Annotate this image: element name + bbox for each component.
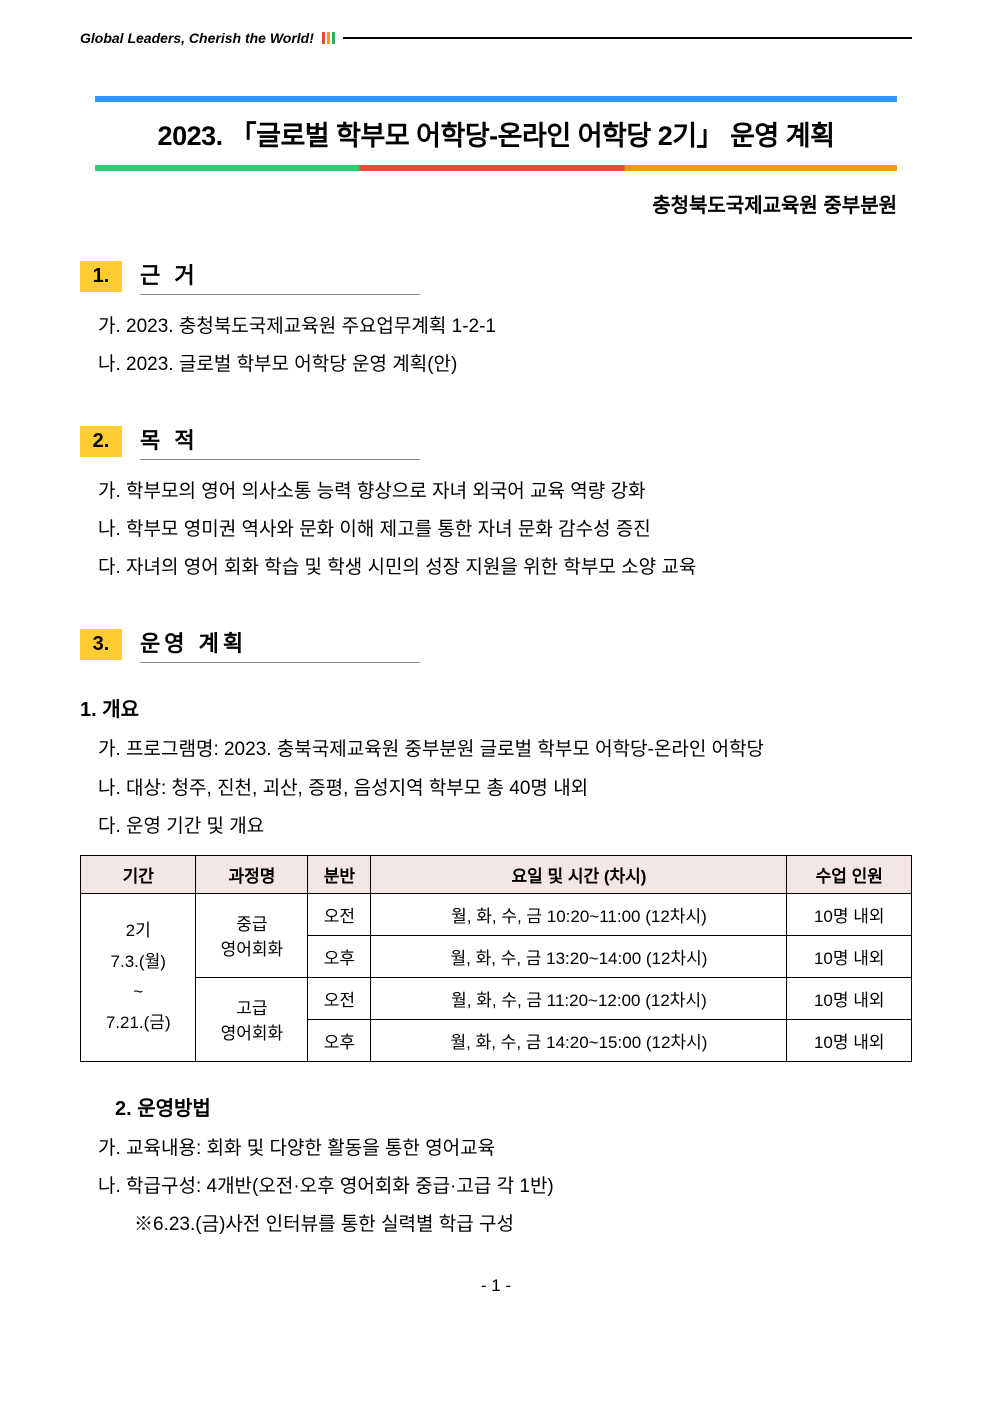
section-3-title: 운영 계획 — [140, 626, 420, 663]
section-2-header: 2. 목 적 — [80, 423, 912, 460]
header-rule — [343, 37, 912, 39]
period-line-1: 7.3.(월) — [85, 947, 191, 978]
sub2-item-1: 나. 학급구성: 4개반(오전·오후 영어회화 중급·고급 각 1반) — [98, 1169, 912, 1205]
time-cell: 월, 화, 수, 금 13:20~14:00 (12차시) — [371, 935, 787, 977]
sub2-heading: 2. 운영방법 — [115, 1092, 912, 1121]
s1-item-1: 나. 2023. 글로벌 학부모 어학당 운영 계획(안) — [98, 347, 912, 383]
section-1-title: 근 거 — [140, 258, 420, 295]
table-row: 고급영어회화 오전 월, 화, 수, 금 11:20~12:00 (12차시) … — [81, 977, 912, 1019]
bar-orange — [327, 32, 330, 44]
section-1-body: 가. 2023. 충청북도국제교육원 주요업무계획 1-2-1 나. 2023.… — [98, 309, 912, 383]
s2-item-0: 가. 학부모의 영어 의사소통 능력 향상으로 자녀 외국어 교육 역량 강화 — [98, 474, 912, 510]
sub1-item-1: 나. 대상: 청주, 진천, 괴산, 증평, 음성지역 학부모 총 40명 내외 — [98, 771, 912, 807]
cap-cell: 10명 내외 — [787, 893, 912, 935]
s2-item-2: 다. 자녀의 영어 회화 학습 및 학생 시민의 성장 지원을 위한 학부모 소… — [98, 550, 912, 586]
page-header: Global Leaders, Cherish the World! — [80, 30, 912, 46]
slot-cell: 오전 — [308, 977, 371, 1019]
slot-cell: 오전 — [308, 893, 371, 935]
sub2-item-0: 가. 교육내용: 회화 및 다양한 활동을 통한 영어교육 — [98, 1131, 912, 1167]
period-line-3: 7.21.(금) — [85, 1008, 191, 1039]
course-cell-1: 고급영어회화 — [196, 977, 308, 1061]
title-top-bar — [95, 96, 897, 102]
time-cell: 월, 화, 수, 금 10:20~11:00 (12차시) — [371, 893, 787, 935]
s1-item-0: 가. 2023. 충청북도국제교육원 주요업무계획 1-2-1 — [98, 309, 912, 345]
title-block: 2023. 「글로벌 학부모 어학당-온라인 어학당 2기」 운영 계획 — [80, 96, 912, 171]
th-cap: 수업 인원 — [787, 855, 912, 893]
course-cell-0: 중급영어회화 — [196, 893, 308, 977]
period-line-0: 2기 — [85, 916, 191, 947]
section-2-body: 가. 학부모의 영어 의사소통 능력 향상으로 자녀 외국어 교육 역량 강화 … — [98, 474, 912, 586]
schedule-table: 기간 과정명 분반 요일 및 시간 (차시) 수업 인원 2기 7.3.(월) … — [80, 855, 912, 1062]
sub1-item-2: 다. 운영 기간 및 개요 — [98, 809, 912, 845]
header-slogan: Global Leaders, Cherish the World! — [80, 30, 314, 46]
cap-cell: 10명 내외 — [787, 935, 912, 977]
section-2-number: 2. — [80, 426, 122, 457]
section-1-number: 1. — [80, 261, 122, 292]
th-time: 요일 및 시간 (차시) — [371, 855, 787, 893]
cap-cell: 10명 내외 — [787, 977, 912, 1019]
bar-green — [332, 32, 335, 44]
period-line-2: ~ — [85, 977, 191, 1008]
table-row: 2기 7.3.(월) ~ 7.21.(금) 중급영어회화 오전 월, 화, 수,… — [81, 893, 912, 935]
sub2-note: ※6.23.(금)사전 인터뷰를 통한 실력별 학급 구성 — [134, 1209, 912, 1236]
sub1-item-0: 가. 프로그램명: 2023. 충북국제교육원 중부분원 글로벌 학부모 어학당… — [98, 732, 912, 768]
page-number: - 1 - — [80, 1276, 912, 1296]
sub1-body: 가. 프로그램명: 2023. 충북국제교육원 중부분원 글로벌 학부모 어학당… — [98, 732, 912, 844]
bar-red — [322, 32, 325, 44]
th-course: 과정명 — [196, 855, 308, 893]
subtitle: 충청북도국제교육원 중부분원 — [80, 189, 897, 218]
section-2-title: 목 적 — [140, 423, 420, 460]
slot-cell: 오후 — [308, 935, 371, 977]
s2-item-1: 나. 학부모 영미권 역사와 문화 이해 제고를 통한 자녀 문화 감수성 증진 — [98, 512, 912, 548]
main-title: 2023. 「글로벌 학부모 어학당-온라인 어학당 2기」 운영 계획 — [80, 114, 912, 153]
slot-cell: 오후 — [308, 1019, 371, 1061]
header-color-bars — [322, 32, 335, 44]
period-cell: 2기 7.3.(월) ~ 7.21.(금) — [81, 893, 196, 1061]
section-1-header: 1. 근 거 — [80, 258, 912, 295]
title-bottom-bar — [95, 165, 897, 171]
time-cell: 월, 화, 수, 금 11:20~12:00 (12차시) — [371, 977, 787, 1019]
sub1-heading: 1. 개요 — [80, 693, 912, 722]
section-3-header: 3. 운영 계획 — [80, 626, 912, 663]
th-slot: 분반 — [308, 855, 371, 893]
cap-cell: 10명 내외 — [787, 1019, 912, 1061]
table-header-row: 기간 과정명 분반 요일 및 시간 (차시) 수업 인원 — [81, 855, 912, 893]
section-3-number: 3. — [80, 629, 122, 660]
sub2-body: 가. 교육내용: 회화 및 다양한 활동을 통한 영어교육 나. 학급구성: 4… — [98, 1131, 912, 1205]
time-cell: 월, 화, 수, 금 14:20~15:00 (12차시) — [371, 1019, 787, 1061]
th-period: 기간 — [81, 855, 196, 893]
